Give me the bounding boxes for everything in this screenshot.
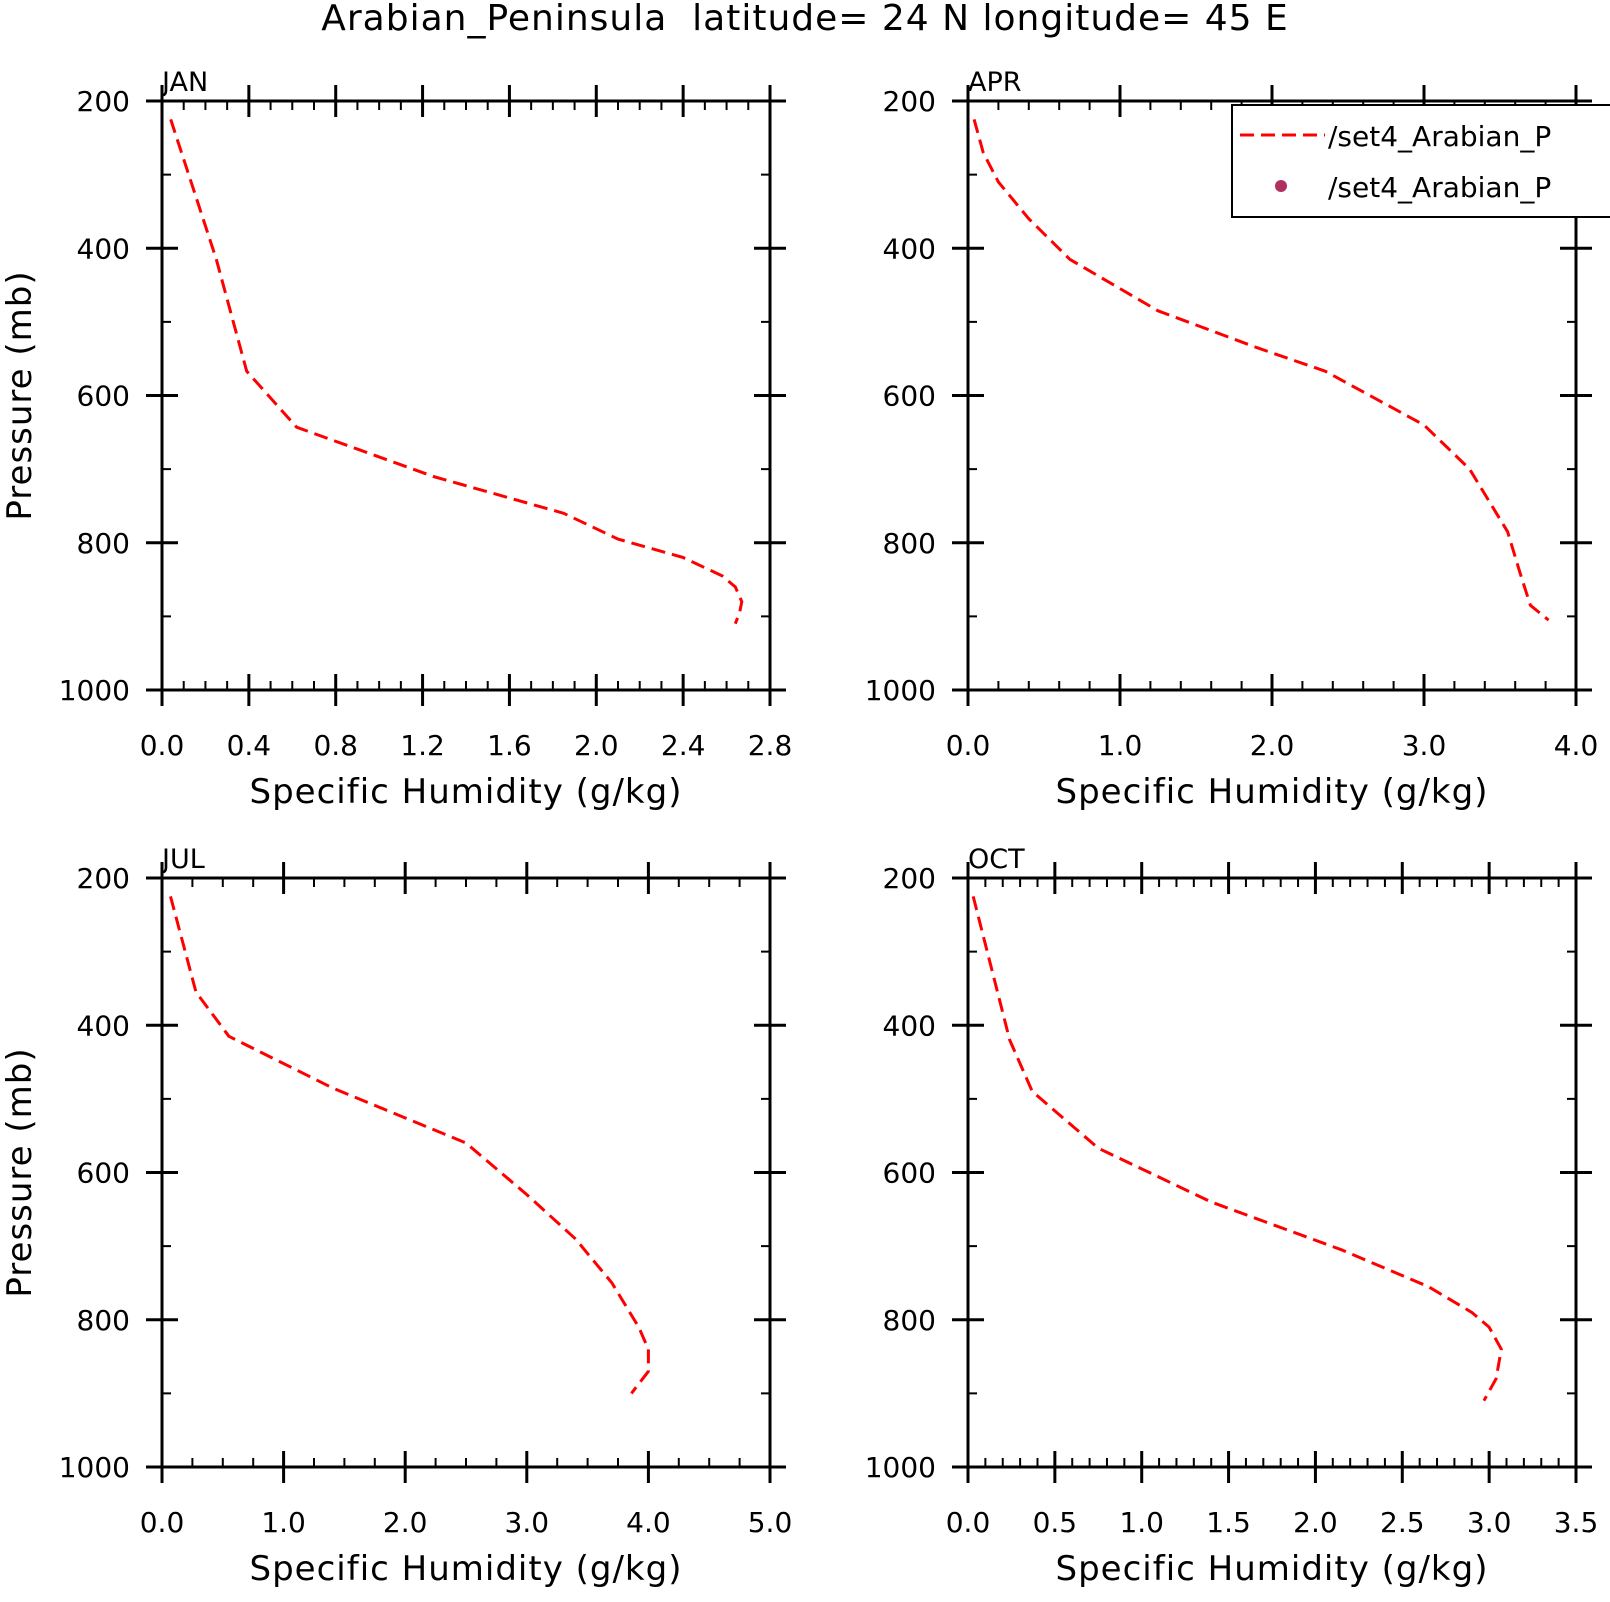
x-tick-label: 4.0: [626, 1506, 671, 1539]
x-tick-label: 2.4: [661, 729, 706, 762]
x-tick-label: 3.0: [1402, 729, 1447, 762]
y-tick-label: 200: [77, 85, 130, 118]
plot-frame: [966, 876, 1578, 1469]
x-axis-label: Specific Humidity (g/kg): [250, 1549, 683, 1589]
y-tick-label: 1000: [865, 674, 936, 707]
series-line-1: [971, 896, 1503, 1402]
x-tick-label: 4.0: [1554, 729, 1599, 762]
y-tick-label: 200: [883, 85, 936, 118]
legend: /set4_Arabian_P /set4_Arabian_P: [1231, 104, 1610, 218]
x-tick-label: 3.5: [1554, 1506, 1599, 1539]
x-tick-label: 0.4: [227, 729, 272, 762]
x-tick-label: 2.0: [383, 1506, 428, 1539]
y-tick-label: 400: [883, 1009, 936, 1042]
x-tick-label: 2.0: [1293, 1506, 1338, 1539]
y-tick-label: 600: [77, 1157, 130, 1190]
y-axis-label: Pressure (mb): [0, 270, 40, 520]
panel-label: JUL: [160, 844, 205, 875]
x-tick-label: 1.0: [261, 1506, 306, 1539]
y-tick-label: 1000: [59, 674, 130, 707]
y-tick-label: 1000: [865, 1451, 936, 1484]
legend-dot-swatch: [1275, 180, 1287, 192]
x-tick-label: 0.0: [140, 1506, 185, 1539]
x-axis-label: Specific Humidity (g/kg): [1056, 772, 1489, 812]
panel-label: APR: [968, 67, 1022, 98]
y-tick-label: 600: [883, 1157, 936, 1190]
x-tick-label: 2.5: [1380, 1506, 1425, 1539]
x-tick-label: 1.2: [400, 729, 445, 762]
y-tick-label: 800: [883, 1304, 936, 1337]
y-tick-label: 400: [883, 232, 936, 265]
x-tick-label: 2.8: [748, 729, 793, 762]
panels: JAN 0.0 0.4 0.8 1.2 1.6 2.0 2.4 2.8 200 400 600 800 1…: [0, 67, 1598, 1589]
series-line-1: [169, 118, 744, 625]
figure-title: Arabian_Peninsula latitude= 24 N longitu…: [321, 0, 1289, 39]
y-tick-label: 800: [77, 527, 130, 560]
x-tick-label: 3.0: [1467, 1506, 1512, 1539]
series-line-1: [169, 896, 650, 1395]
panel-oct: OCT 0.0 0.5 1.0 1.5 2.0 2.5 3.0 3.5 200 400 600 800 1…: [865, 844, 1599, 1589]
x-tick-label: 5.0: [748, 1506, 793, 1539]
x-tick-label: 1.5: [1206, 1506, 1251, 1539]
legend-box: [1231, 104, 1610, 218]
y-tick-label: 1000: [59, 1451, 130, 1484]
y-tick-label: 200: [883, 862, 936, 895]
x-tick-label: 0.8: [313, 729, 358, 762]
x-tick-label: 0.5: [1033, 1506, 1078, 1539]
panel-jul: JUL 0.0 1.0 2.0 3.0 4.0 5.0 200 400 600 800 1000 Spe…: [0, 844, 792, 1589]
y-tick-label: 200: [77, 862, 130, 895]
x-axis-label: Specific Humidity (g/kg): [1056, 1549, 1489, 1589]
y-tick-label: 800: [883, 527, 936, 560]
plot-frame: [160, 876, 772, 1469]
y-tick-label: 600: [77, 380, 130, 413]
x-tick-label: 1.6: [487, 729, 532, 762]
legend-label-1: /set4_Arabian_P: [1328, 120, 1551, 153]
x-tick-label: 1.0: [1119, 1506, 1164, 1539]
plot-frame: [160, 99, 772, 692]
x-tick-label: 0.0: [946, 729, 991, 762]
y-axis-label: Pressure (mb): [0, 1047, 40, 1297]
x-axis-label: Specific Humidity (g/kg): [250, 772, 683, 812]
x-tick-label: 0.0: [140, 729, 185, 762]
panel-label: JAN: [160, 67, 208, 98]
x-tick-label: 1.0: [1098, 729, 1143, 762]
y-tick-label: 400: [77, 1009, 130, 1042]
y-tick-label: 400: [77, 232, 130, 265]
y-tick-label: 800: [77, 1304, 130, 1337]
x-tick-label: 2.0: [1250, 729, 1295, 762]
panel-jan: JAN 0.0 0.4 0.8 1.2 1.6 2.0 2.4 2.8 200 400 600 800 1…: [0, 67, 792, 812]
x-tick-label: 0.0: [946, 1506, 991, 1539]
series-line-1: [972, 119, 1550, 622]
y-tick-label: 600: [883, 380, 936, 413]
legend-label-2: /set4_Arabian_P: [1328, 171, 1551, 204]
panel-label: OCT: [968, 844, 1025, 875]
x-tick-label: 3.0: [505, 1506, 550, 1539]
x-tick-label: 2.0: [574, 729, 619, 762]
